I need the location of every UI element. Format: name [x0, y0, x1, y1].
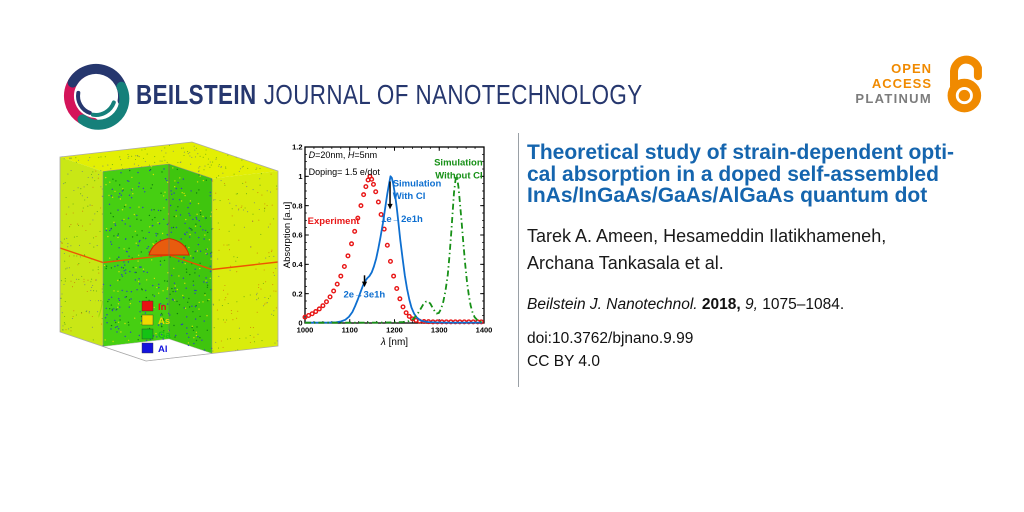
svg-text:0.2: 0.2: [292, 289, 302, 298]
open-access-line3: PLATINUM: [855, 91, 932, 106]
svg-text:Absorption [a.u]: Absorption [a.u]: [283, 202, 293, 269]
svg-text:1300: 1300: [431, 326, 448, 335]
open-access-lock-icon: [947, 55, 982, 113]
svg-text:0.8: 0.8: [292, 201, 302, 210]
article-meta: doi:10.3762/bjnano.9.99 CC BY 4.0: [527, 328, 1007, 373]
svg-text:1100: 1100: [342, 326, 358, 335]
cube-legend-label-Ga: Ga: [158, 330, 171, 341]
cube-legend-swatch-Ga: [141, 328, 154, 340]
citation-volume: 9,: [745, 296, 758, 313]
svg-text:Experiment: Experiment: [308, 216, 361, 227]
svg-text:Simulation: Simulation: [434, 157, 483, 168]
quantum-dot-cube-figure: In As Ga Al: [59, 141, 279, 362]
svg-text:Doping= 1.5 e/dot: Doping= 1.5 e/dot: [309, 167, 381, 177]
cube-legend-label-Al: Al: [158, 344, 168, 355]
cube-legend-label-In: In: [158, 302, 167, 313]
open-access-label: OPEN ACCESS PLATINUM: [855, 61, 932, 106]
cube-legend-swatch-In: [141, 300, 154, 312]
svg-text:1: 1: [298, 172, 302, 181]
title-line-3: InAs/InGaAs/GaAs/AlGaAs quantum dot: [527, 184, 928, 207]
logo-navy-arc: [67, 63, 129, 106]
article-title: Theoretical study of strain-dependent op…: [527, 142, 1007, 207]
citation-journal: Beilstein J. Nanotechnol.: [527, 296, 698, 313]
svg-text:D=20nm, H=5nm: D=20nm, H=5nm: [309, 150, 378, 160]
svg-text:Without CI: Without CI: [435, 171, 482, 182]
svg-text:1200: 1200: [386, 326, 403, 335]
authors-line-2: Archana Tankasala et al.: [527, 253, 724, 273]
logo-teal-inner-arc: [90, 100, 116, 117]
article-citation: Beilstein J. Nanotechnol. 2018, 9, 1075–…: [527, 296, 1007, 314]
journal-name: BEILSTEIN JOURNAL OF NANOTECHNOLOGY: [136, 79, 643, 111]
article-license: CC BY 4.0: [527, 352, 600, 370]
cube-legend-swatch-Al: [141, 342, 154, 354]
svg-text:λ [nm]: λ [nm]: [380, 337, 408, 348]
journal-name-rest: JOURNAL OF NANOTECHNOLOGY: [263, 79, 643, 110]
cube-legend-swatch-As: [141, 314, 154, 326]
svg-text:1.2: 1.2: [292, 143, 302, 152]
logo-teal-arc: [77, 81, 130, 130]
article-doi: doi:10.3762/bjnano.9.99: [527, 330, 694, 347]
vertical-divider: [518, 133, 519, 387]
svg-text:With CI: With CI: [393, 191, 426, 202]
cube-legend-label-As: As: [158, 316, 170, 327]
citation-pages: 1075–1084.: [762, 296, 845, 313]
svg-text:1400: 1400: [476, 326, 493, 335]
open-access-line1: OPEN: [891, 61, 932, 76]
journal-name-bold: BEILSTEIN: [136, 79, 257, 110]
svg-text:0: 0: [298, 319, 302, 328]
absorption-spectra-chart: 1000 1100 1200 1300 1400 0 0.2 0.4 0.6 0.8 1 1.2 Abs…: [283, 143, 493, 348]
beilstein-logo: [64, 63, 130, 130]
authors-line-1: Tarek A. Ameen, Hesameddin Ilatikhameneh…: [527, 226, 887, 246]
logo-navy-inner-arc: [76, 90, 92, 115]
svg-text:2e→3e1h: 2e→3e1h: [343, 289, 385, 300]
open-access-line2: ACCESS: [871, 76, 932, 91]
svg-text:Simulation: Simulation: [393, 179, 442, 190]
svg-text:0.6: 0.6: [292, 231, 302, 240]
title-line-1: Theoretical study of strain-dependent op…: [527, 141, 955, 164]
article-authors: Tarek A. Ameen, Hesameddin Ilatikhameneh…: [527, 223, 1007, 277]
citation-year: 2018,: [701, 296, 741, 313]
svg-text:0.4: 0.4: [292, 260, 303, 269]
svg-text:1e→2e1h: 1e→2e1h: [381, 214, 423, 225]
title-line-2: cal absorption in a doped self-assembled: [527, 162, 939, 186]
svg-text:1000: 1000: [297, 326, 314, 335]
